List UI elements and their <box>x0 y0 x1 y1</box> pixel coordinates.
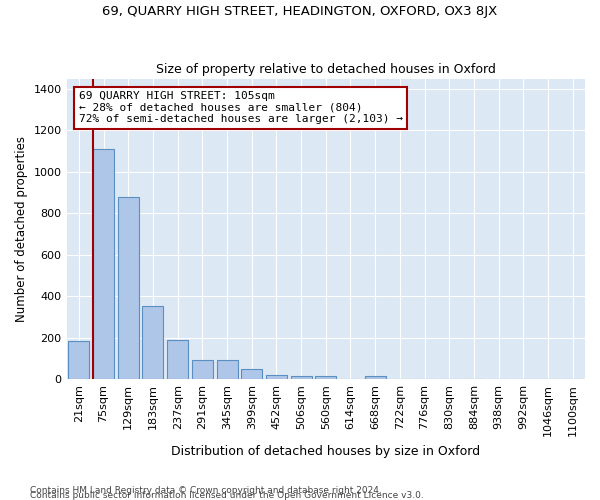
Bar <box>315 376 336 380</box>
Bar <box>118 197 139 380</box>
Bar <box>217 360 238 380</box>
Bar <box>266 375 287 380</box>
Text: 69, QUARRY HIGH STREET, HEADINGTON, OXFORD, OX3 8JX: 69, QUARRY HIGH STREET, HEADINGTON, OXFO… <box>103 5 497 18</box>
Bar <box>192 360 213 380</box>
Bar <box>93 149 114 380</box>
Bar <box>241 369 262 380</box>
X-axis label: Distribution of detached houses by size in Oxford: Distribution of detached houses by size … <box>171 444 481 458</box>
Text: Contains HM Land Registry data © Crown copyright and database right 2024.: Contains HM Land Registry data © Crown c… <box>30 486 382 495</box>
Text: 69 QUARRY HIGH STREET: 105sqm
← 28% of detached houses are smaller (804)
72% of : 69 QUARRY HIGH STREET: 105sqm ← 28% of d… <box>79 91 403 124</box>
Bar <box>290 376 311 380</box>
Title: Size of property relative to detached houses in Oxford: Size of property relative to detached ho… <box>156 63 496 76</box>
Bar <box>167 340 188 380</box>
Bar <box>142 306 163 380</box>
Bar <box>365 376 386 380</box>
Bar <box>68 341 89 380</box>
Text: Contains public sector information licensed under the Open Government Licence v3: Contains public sector information licen… <box>30 491 424 500</box>
Y-axis label: Number of detached properties: Number of detached properties <box>15 136 28 322</box>
